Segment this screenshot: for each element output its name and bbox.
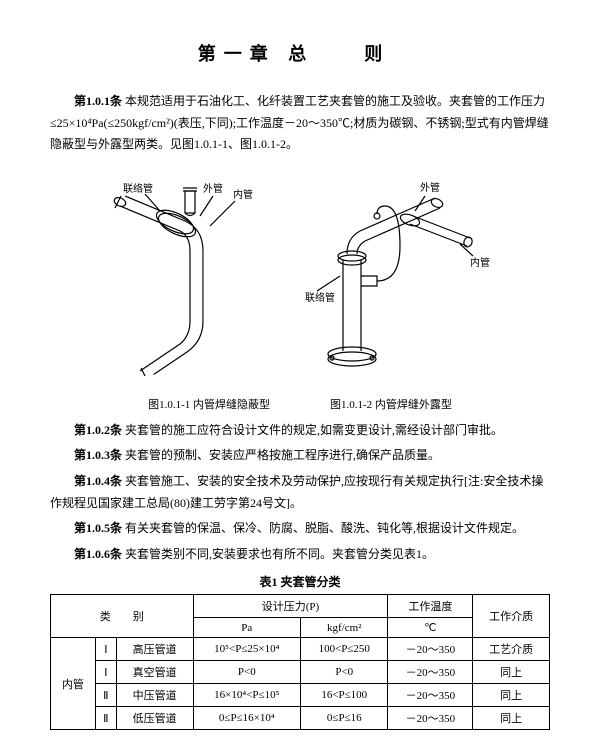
label-ll: 联络管 [123, 182, 153, 195]
cell-medium: 同上 [473, 684, 550, 707]
th-temp-unit: ℃ [388, 618, 473, 638]
figure-captions: 图1.0.1-1 内管焊缝隐蔽型 图1.0.1-2 内管焊缝外露型 [50, 396, 550, 412]
cell-idx: Ⅰ [95, 638, 116, 661]
cell-medium: 工艺介质 [473, 638, 550, 661]
cell-temp: －20～350 [388, 684, 473, 707]
fig1-caption: 图1.0.1-1 内管焊缝隐蔽型 [148, 396, 270, 412]
cell-kgf: 0≤P≤16 [301, 707, 388, 730]
cell-name: 中压管道 [116, 684, 193, 707]
article-text: 有关夹套管的保温、保冷、防腐、脱脂、酸洗、钝化等,根据设计文件规定。 [125, 521, 524, 535]
label-wt: 外管 [203, 182, 223, 195]
article-1-0-6: 第1.0.6条 夹套管类别不同,安装要求也有所不同。夹套管分类见表1。 [50, 544, 550, 566]
th-temp: 工作温度 [388, 595, 473, 618]
label-ll: 联络管 [305, 291, 335, 304]
article-text: 夹套管类别不同,安装要求也有所不同。夹套管分类见表1。 [125, 547, 434, 561]
article-text: 夹套管施工、安装的安全技术及劳动保护,应按现行有关规定执行[注:安全技术操作规程… [50, 474, 543, 510]
table-title: 表1 夹套管分类 [50, 573, 550, 590]
table-row: Ⅱ 中压管道 16×10⁴<P≤10⁵ 16<P≤100 －20～350 同上 [51, 684, 550, 707]
cell-name: 高压管道 [116, 638, 193, 661]
cell-name: 真空管道 [116, 661, 193, 684]
article-label: 第1.0.6条 [74, 547, 122, 561]
label-nt: 内管 [233, 188, 253, 201]
table-row: Ⅰ 真空管道 P<0 P<0 －20～350 同上 [51, 661, 550, 684]
figure-1-0-1-1: 联络管 外管 内管 [85, 176, 285, 386]
cell-idx: Ⅰ [95, 661, 116, 684]
article-1-0-5: 第1.0.5条 有关夹套管的保温、保冷、防腐、脱脂、酸洗、钝化等,根据设计文件规… [50, 518, 550, 540]
article-label: 第1.0.3条 [74, 448, 122, 462]
figure-row: 联络管 外管 内管 [50, 176, 550, 386]
cell-kgf: 100<P≤250 [301, 638, 388, 661]
label-wt: 外管 [420, 181, 440, 194]
cell-medium: 同上 [473, 707, 550, 730]
article-label: 第1.0.2条 [74, 423, 122, 437]
article-1-0-1: 第1.0.1条 本规范适用于石油化工、化纤装置工艺夹套管的施工及验收。夹套管的工… [50, 91, 550, 156]
table-row: 内管 Ⅰ 高压管道 10⁵<P≤25×10⁴ 100<P≤250 －20～350… [51, 638, 550, 661]
th-pressure: 设计压力(P) [193, 595, 388, 618]
article-1-0-4: 第1.0.4条 夹套管施工、安装的安全技术及劳动保护,应按现行有关规定执行[注:… [50, 471, 550, 514]
label-nt: 内管 [470, 256, 490, 269]
figure-1-0-1-2: 联络管 外管 内管 [315, 176, 515, 386]
article-label: 第1.0.4条 [74, 474, 122, 488]
th-kgf: kgf/cm² [301, 618, 388, 638]
chapter-name: 总 则 [288, 44, 402, 64]
th-pa: Pa [193, 618, 301, 638]
table-header-row: 类 别 设计压力(P) 工作温度 工作介质 [51, 595, 550, 618]
article-label: 第1.0.5条 [74, 521, 122, 535]
article-text: 夹套管的施工应符合设计文件的规定,如需变更设计,需经设计部门审批。 [125, 423, 503, 437]
pipe-hidden-weld-diagram: 联络管 外管 内管 [85, 176, 285, 376]
th-type: 类 别 [51, 595, 194, 638]
cell-pa: 10⁵<P≤25×10⁴ [193, 638, 301, 661]
cell-kgf: 16<P≤100 [301, 684, 388, 707]
article-label: 第1.0.1条 [74, 94, 122, 108]
article-1-0-2: 第1.0.2条 夹套管的施工应符合设计文件的规定,如需变更设计,需经设计部门审批… [50, 420, 550, 442]
rowgroup-label: 内管 [51, 638, 96, 730]
cell-pa: 0≤P≤16×10⁴ [193, 707, 301, 730]
cell-idx: Ⅱ [95, 707, 116, 730]
cell-temp: －20～350 [388, 707, 473, 730]
cell-medium: 同上 [473, 661, 550, 684]
article-text: 夹套管的预制、安装应严格按施工程序进行,确保产品质量。 [125, 448, 440, 462]
article-text: 本规范适用于石油化工、化纤装置工艺夹套管的施工及验收。夹套管的工作压力≤25×1… [50, 94, 549, 151]
chapter-title: 第一章 总 则 [50, 40, 550, 66]
article-1-0-3: 第1.0.3条 夹套管的预制、安装应严格按施工程序进行,确保产品质量。 [50, 445, 550, 467]
th-medium: 工作介质 [473, 595, 550, 638]
classification-table: 类 别 设计压力(P) 工作温度 工作介质 Pa kgf/cm² ℃ 内管 Ⅰ … [50, 594, 550, 730]
cell-temp: －20～350 [388, 661, 473, 684]
cell-idx: Ⅱ [95, 684, 116, 707]
fig2-caption: 图1.0.1-2 内管焊缝外露型 [330, 396, 452, 412]
cell-pa: 16×10⁴<P≤10⁵ [193, 684, 301, 707]
cell-kgf: P<0 [301, 661, 388, 684]
cell-pa: P<0 [193, 661, 301, 684]
cell-temp: －20～350 [388, 638, 473, 661]
chapter-number: 第一章 [198, 44, 276, 64]
cell-name: 低压管道 [116, 707, 193, 730]
pipe-exposed-weld-diagram: 联络管 外管 内管 [305, 176, 525, 386]
table-row: Ⅱ 低压管道 0≤P≤16×10⁴ 0≤P≤16 －20～350 同上 [51, 707, 550, 730]
